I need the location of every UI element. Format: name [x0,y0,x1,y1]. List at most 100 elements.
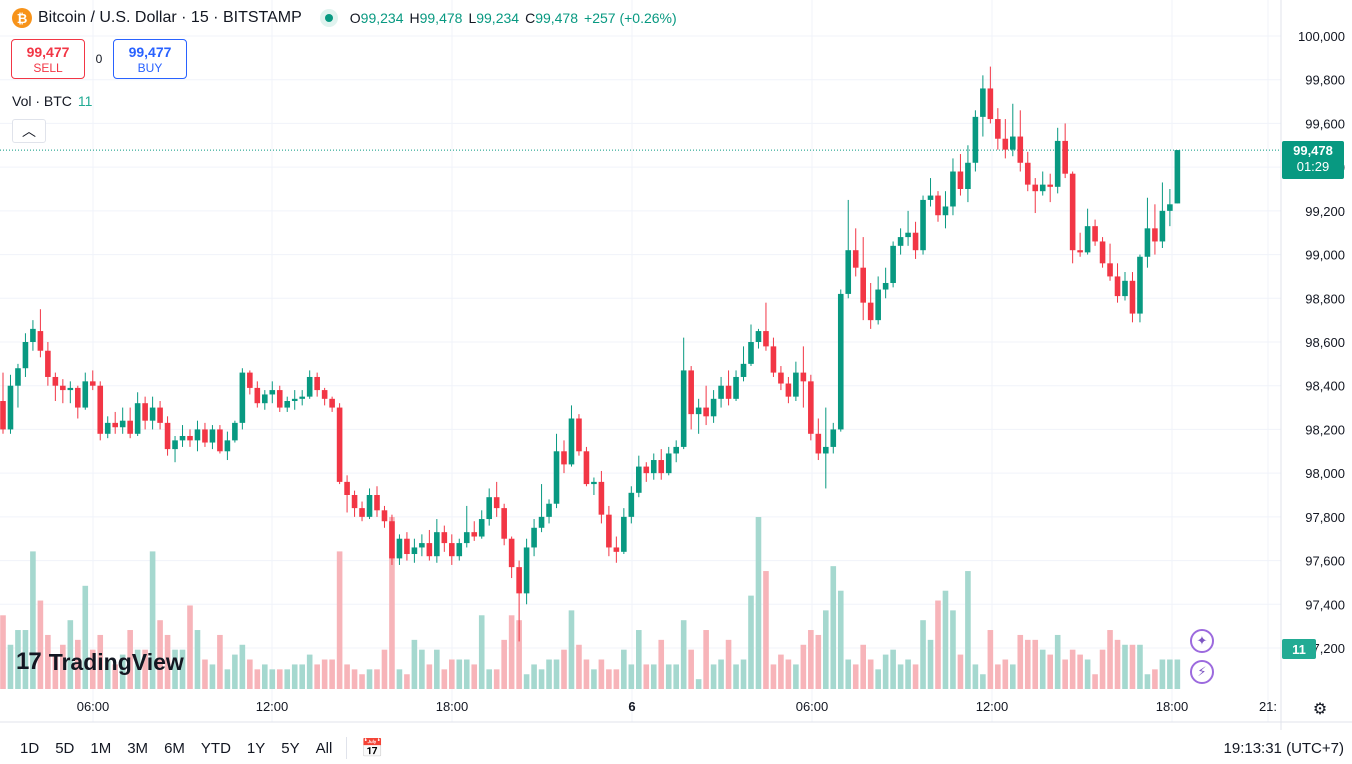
candle-body [75,387,81,408]
change-value: +257 (+0.26%) [584,10,677,26]
volume-bar [336,551,343,689]
candle-body [703,407,709,417]
symbol-title[interactable]: Bitcoin / U.S. Dollar · 15 · BITSTAMP [38,9,302,26]
candle-body [374,495,380,511]
candle-body [426,543,433,557]
volume-bar [621,649,627,689]
volume-bar [1077,654,1083,689]
volume-bar [119,654,126,689]
volume-bar [112,664,118,689]
volume-bar [1092,674,1098,689]
volume-bar [1159,659,1166,689]
low-value: 99,234 [476,10,520,26]
volume-bar [1069,649,1076,689]
volume-bar [531,664,537,689]
range-button-1d[interactable]: 1D [20,739,40,757]
candle-body [22,342,29,369]
range-button-3m[interactable]: 3M [127,739,149,757]
volume-bar [658,639,665,689]
volume-bar [486,669,492,689]
volume-bar [800,644,807,689]
volume-value: 11 [77,93,93,109]
tradingview-logo[interactable]: 17 TradingView [16,648,184,676]
volume-bar [725,639,732,689]
candle-body [1062,140,1068,174]
range-button-1y[interactable]: 1Y [246,739,266,757]
volume-bar [1047,654,1053,689]
price-tick-label: 99,000 [1305,248,1345,263]
volume-bar [441,669,448,689]
candle-body [1010,136,1016,150]
candle-body [1159,210,1166,242]
range-button-5y[interactable]: 5Y [281,739,300,757]
volume-bar [321,659,328,689]
volume-bar [1024,639,1031,689]
volume-bar [7,644,14,689]
range-button-ytd[interactable]: YTD [200,739,231,757]
candle-body [523,547,530,594]
calendar-icon[interactable]: 📅 [361,737,384,758]
volume-legend[interactable]: Vol · BTC 11 [12,93,92,109]
candle-body [67,387,74,391]
volume-bar [995,664,1001,689]
volume-bar [523,674,530,689]
volume-bar [419,649,425,689]
candle-body [52,376,59,386]
volume-bar [845,659,852,689]
volume-bar [957,654,964,689]
candle-body [187,435,193,441]
volume-bar [217,634,223,689]
candle-body [688,370,694,415]
candle-body [995,119,1001,139]
candle-body [1017,136,1024,163]
price-tick-label: 97,400 [1305,597,1345,612]
candlestick-chart[interactable]: 100,00099,80099,60099,40099,20099,00098,… [0,0,1352,730]
volume-bar [254,669,261,689]
buy-button[interactable]: 99,477 BUY [113,39,187,79]
volume-bar [389,517,395,689]
logo-text: TradingView [48,648,184,675]
volume-bar [688,649,694,689]
volume-bar [830,566,837,689]
volume-bar [867,659,874,689]
range-button-5d[interactable]: 5D [55,739,75,757]
market-status-icon[interactable] [319,9,338,27]
candle-body [965,162,971,189]
candle-body [224,440,231,452]
volume-bar [247,659,253,689]
candle-body [1174,150,1181,204]
volume-bar [134,649,141,689]
sparkle-icon[interactable]: ✦ [1190,629,1214,653]
high-value: 99,478 [419,10,463,26]
time-tick-label: 21: [1259,699,1277,714]
candle-body [770,346,777,373]
volume-bar [733,664,739,689]
candle-body [306,376,313,397]
settings-icon[interactable]: ⚙ [1312,701,1328,718]
candle-body [441,532,448,544]
clock[interactable]: 19:13:31 (UTC+7) [1223,740,1344,757]
volume-bar [980,674,986,689]
volume-bar [1129,644,1136,689]
sell-price: 99,477 [26,44,70,60]
candle-body [164,422,171,450]
sell-button[interactable]: 99,477 SELL [11,39,85,79]
candle-body [1084,226,1091,253]
range-button-1m[interactable]: 1M [90,739,112,757]
candle-body [867,302,874,321]
volume-bar [284,669,291,689]
candle-body [89,381,96,386]
lightning-icon[interactable]: ⚡ [1190,660,1214,684]
range-button-all[interactable]: All [315,739,333,757]
collapse-legend-button[interactable]: ︿ [12,119,46,143]
range-button-6m[interactable]: 6M [164,739,185,757]
candle-body [45,350,51,377]
candle-body [202,429,208,443]
volume-bar [665,664,672,689]
buy-price: 99,477 [128,44,172,60]
volume-bar [965,571,971,689]
volume-bar [366,669,373,689]
candles [0,66,1181,642]
volume-bar [501,639,507,689]
volume-bar [703,630,709,689]
